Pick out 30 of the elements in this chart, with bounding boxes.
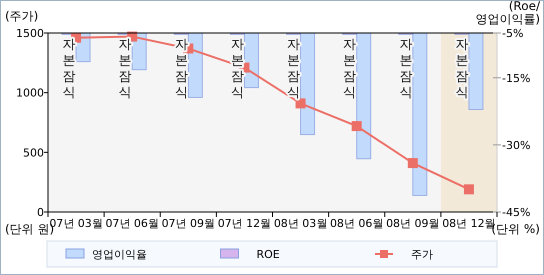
point <box>464 184 474 194</box>
y2-tick-label: -5% <box>502 27 524 40</box>
x-tick-label: 08년 09월 <box>386 217 440 230</box>
y2-tick-label: -15% <box>502 72 530 85</box>
y2-tick-label: -30% <box>502 138 530 152</box>
y2-tick-label: -45% <box>502 206 530 219</box>
x-tick-label: 07년 12월 <box>218 217 272 230</box>
y-tick-label: 0 <box>37 206 44 219</box>
y-tick-label: 500 <box>23 146 44 160</box>
legend-label: ROE <box>256 248 280 261</box>
y-axis-title: (주가) <box>5 9 38 23</box>
legend-label: 영업이익율 <box>92 248 147 261</box>
x-tick-label: 07년 09월 <box>162 217 216 230</box>
y-tick-label: 1000 <box>16 86 44 100</box>
x-tick-label: 08년 03월 <box>274 217 328 230</box>
legend-label: 주가 <box>411 248 433 261</box>
point <box>352 121 362 132</box>
data-label: 자본잠식 <box>62 37 76 100</box>
x-tick-label: 08년 06월 <box>330 217 384 230</box>
data-label: 자본잠식 <box>343 37 356 100</box>
data-label: 자본잠식 <box>287 37 300 100</box>
point <box>408 158 418 168</box>
data-label: 자본잠식 <box>174 37 188 100</box>
data-label: 자본잠식 <box>399 37 412 100</box>
y-tick-label: 1500 <box>16 27 44 40</box>
x-tick-label: 07년 06월 <box>105 217 159 230</box>
point <box>296 98 306 108</box>
y2-axis-title: (Roe/ 영업이익률) <box>475 0 541 26</box>
data-label: 자본잠식 <box>455 37 468 100</box>
data-label: 자본잠식 <box>118 37 132 100</box>
